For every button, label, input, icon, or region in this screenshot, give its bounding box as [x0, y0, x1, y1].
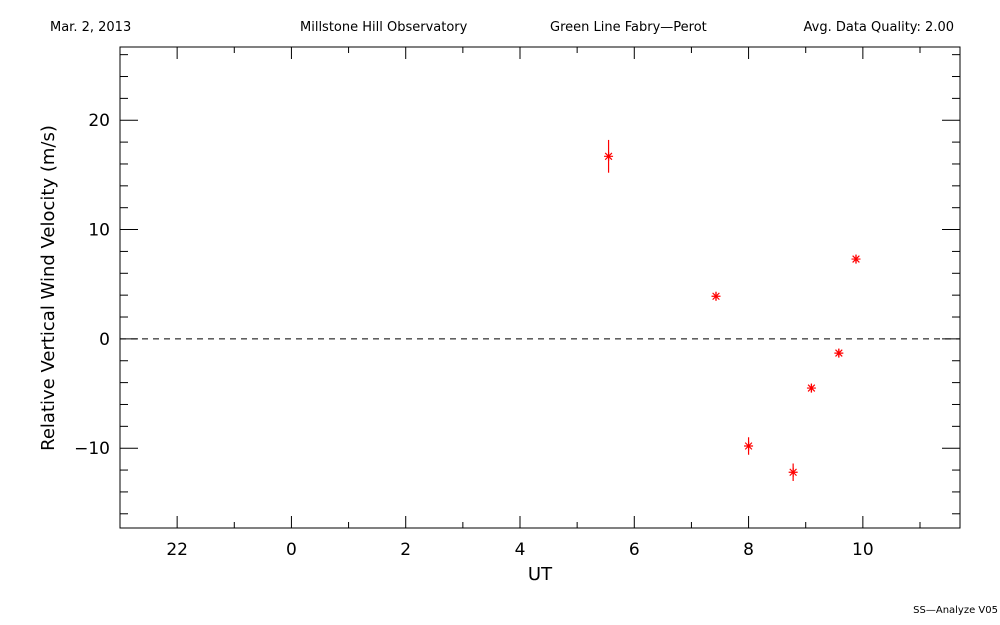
- data-point: [788, 463, 798, 481]
- x-tick-label: 8: [743, 540, 754, 560]
- observatory-label: Millstone Hill Observatory: [300, 20, 468, 35]
- x-tick-label: 10: [852, 540, 874, 560]
- asterisk-marker: [788, 467, 798, 477]
- x-tick-label: 4: [515, 540, 526, 560]
- date-label: Mar. 2, 2013: [50, 20, 131, 35]
- data-point: [806, 383, 816, 393]
- asterisk-marker: [806, 383, 816, 393]
- y-tick-label: 10: [88, 221, 110, 241]
- x-tick-label: 22: [166, 540, 188, 560]
- data-point: [834, 348, 844, 358]
- y-tick-label: 20: [88, 111, 110, 131]
- asterisk-marker: [851, 254, 861, 264]
- instrument-label: Green Line Fabry—Perot: [550, 20, 707, 35]
- quality-label: Avg. Data Quality: 2.00: [804, 20, 954, 35]
- plot-frame: [119, 46, 961, 529]
- y-axis-ticks: −10 0 10 20: [74, 54, 960, 515]
- data-points: [604, 139, 861, 481]
- data-point: [604, 139, 614, 173]
- asterisk-marker: [711, 291, 721, 301]
- x-tick-label: 6: [629, 540, 640, 560]
- y-tick-label: −10: [74, 439, 110, 459]
- x-axis-title: UT: [528, 564, 553, 585]
- asterisk-marker: [744, 441, 754, 451]
- data-point: [744, 437, 754, 455]
- software-version-label: SS—Analyze V05: [913, 605, 998, 616]
- x-axis-ticks: 22 0 2 4 6 8 10: [119, 47, 921, 560]
- x-tick-label: 0: [286, 540, 297, 560]
- asterisk-marker: [834, 348, 844, 358]
- data-point: [851, 254, 861, 264]
- y-axis-title: Relative Vertical Wind Velocity (m/s): [38, 125, 59, 451]
- y-tick-label: 0: [99, 330, 110, 350]
- data-point: [711, 291, 721, 301]
- asterisk-marker: [604, 151, 614, 161]
- x-tick-label: 2: [400, 540, 411, 560]
